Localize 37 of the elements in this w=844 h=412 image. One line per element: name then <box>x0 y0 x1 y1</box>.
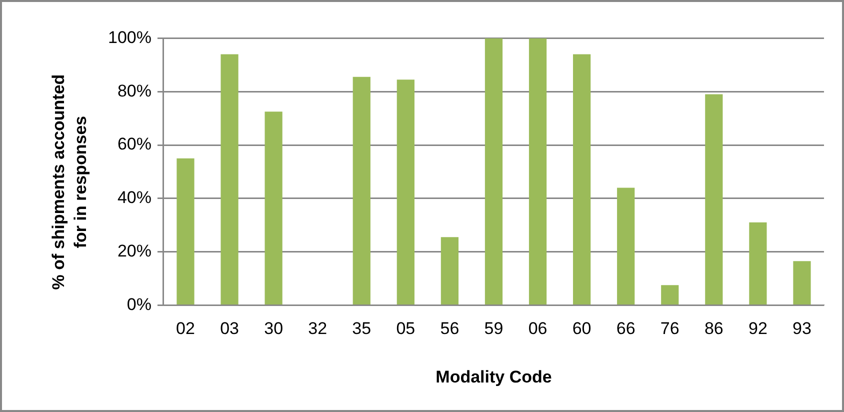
x-tick-label: 35 <box>352 319 372 338</box>
y-tick-label: 20% <box>117 241 152 260</box>
y-axis-title: % of shipments accounted for in responses <box>48 73 91 292</box>
x-axis-title: Modality Code <box>436 367 552 386</box>
x-tick-label: 59 <box>484 319 504 338</box>
x-tick-label: 30 <box>264 319 284 338</box>
bar <box>264 112 282 304</box>
y-tick-label: 40% <box>117 188 152 208</box>
x-tick-label: 92 <box>748 319 768 338</box>
bar <box>573 54 591 304</box>
y-tick-label: 0% <box>126 294 152 314</box>
x-tick-label: 05 <box>396 319 416 338</box>
y-tick-label: 100% <box>108 28 152 47</box>
bar <box>793 261 811 304</box>
bar <box>617 188 635 304</box>
bar <box>484 38 503 304</box>
x-tick-label: 66 <box>616 319 636 338</box>
x-tick-label: 76 <box>660 319 680 338</box>
y-tick-label: 60% <box>117 134 152 154</box>
bar <box>528 38 547 304</box>
x-tick-label: 06 <box>528 319 548 338</box>
x-tick-label: 86 <box>704 319 724 338</box>
bar <box>220 54 238 304</box>
bar <box>396 80 414 304</box>
x-tick-label: 56 <box>440 319 460 338</box>
x-tick-label: 93 <box>792 319 812 338</box>
x-tick-label: 32 <box>308 319 328 338</box>
bar <box>176 158 194 304</box>
x-tick-label: 03 <box>220 319 239 338</box>
bar <box>440 237 459 304</box>
x-tick-label: 60 <box>572 319 592 338</box>
bar <box>749 222 767 304</box>
bar <box>661 285 679 304</box>
bar <box>352 76 370 304</box>
x-tick-label: 02 <box>176 319 195 338</box>
bar <box>705 94 723 304</box>
y-tick-label: 80% <box>117 81 152 100</box>
